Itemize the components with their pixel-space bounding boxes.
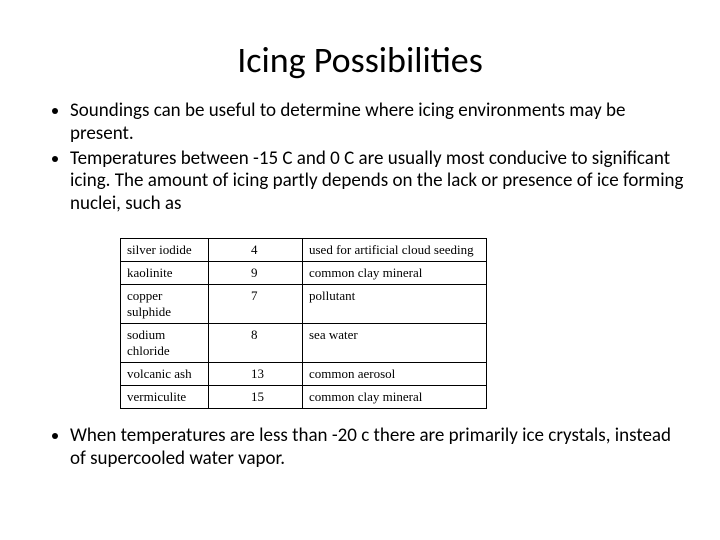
- table-row: silver iodide 4 used for artificial clou…: [121, 238, 487, 261]
- page-title: Icing Possibilities: [30, 38, 690, 82]
- table-row: volcanic ash 13 common aerosol: [121, 362, 487, 385]
- cell-substance: sodium chloride: [121, 323, 209, 362]
- cell-value: 8: [209, 323, 303, 362]
- cell-substance: copper sulphide: [121, 284, 209, 323]
- cell-value: 9: [209, 261, 303, 284]
- table-row: kaolinite 9 common clay mineral: [121, 261, 487, 284]
- table-row: sodium chloride 8 sea water: [121, 323, 487, 362]
- bullet-item: Soundings can be useful to determine whe…: [70, 100, 690, 146]
- nuclei-table: silver iodide 4 used for artificial clou…: [120, 238, 487, 409]
- cell-note: common clay mineral: [303, 385, 487, 408]
- cell-substance: vermiculite: [121, 385, 209, 408]
- bullet-list: Soundings can be useful to determine whe…: [30, 100, 690, 216]
- cell-substance: kaolinite: [121, 261, 209, 284]
- cell-substance: silver iodide: [121, 238, 209, 261]
- cell-substance: volcanic ash: [121, 362, 209, 385]
- bullet-item: Temperatures between -15 C and 0 C are u…: [70, 148, 690, 216]
- cell-note: pollutant: [303, 284, 487, 323]
- cell-note: common aerosol: [303, 362, 487, 385]
- cell-value: 13: [209, 362, 303, 385]
- table-row: copper sulphide 7 pollutant: [121, 284, 487, 323]
- cell-note: common clay mineral: [303, 261, 487, 284]
- bullet-list-after: When temperatures are less than -20 c th…: [30, 425, 690, 471]
- bullet-item: When temperatures are less than -20 c th…: [70, 425, 690, 471]
- cell-value: 4: [209, 238, 303, 261]
- cell-note: used for artificial cloud seeding: [303, 238, 487, 261]
- nuclei-table-container: silver iodide 4 used for artificial clou…: [120, 238, 690, 409]
- table-row: vermiculite 15 common clay mineral: [121, 385, 487, 408]
- cell-value: 7: [209, 284, 303, 323]
- cell-note: sea water: [303, 323, 487, 362]
- cell-value: 15: [209, 385, 303, 408]
